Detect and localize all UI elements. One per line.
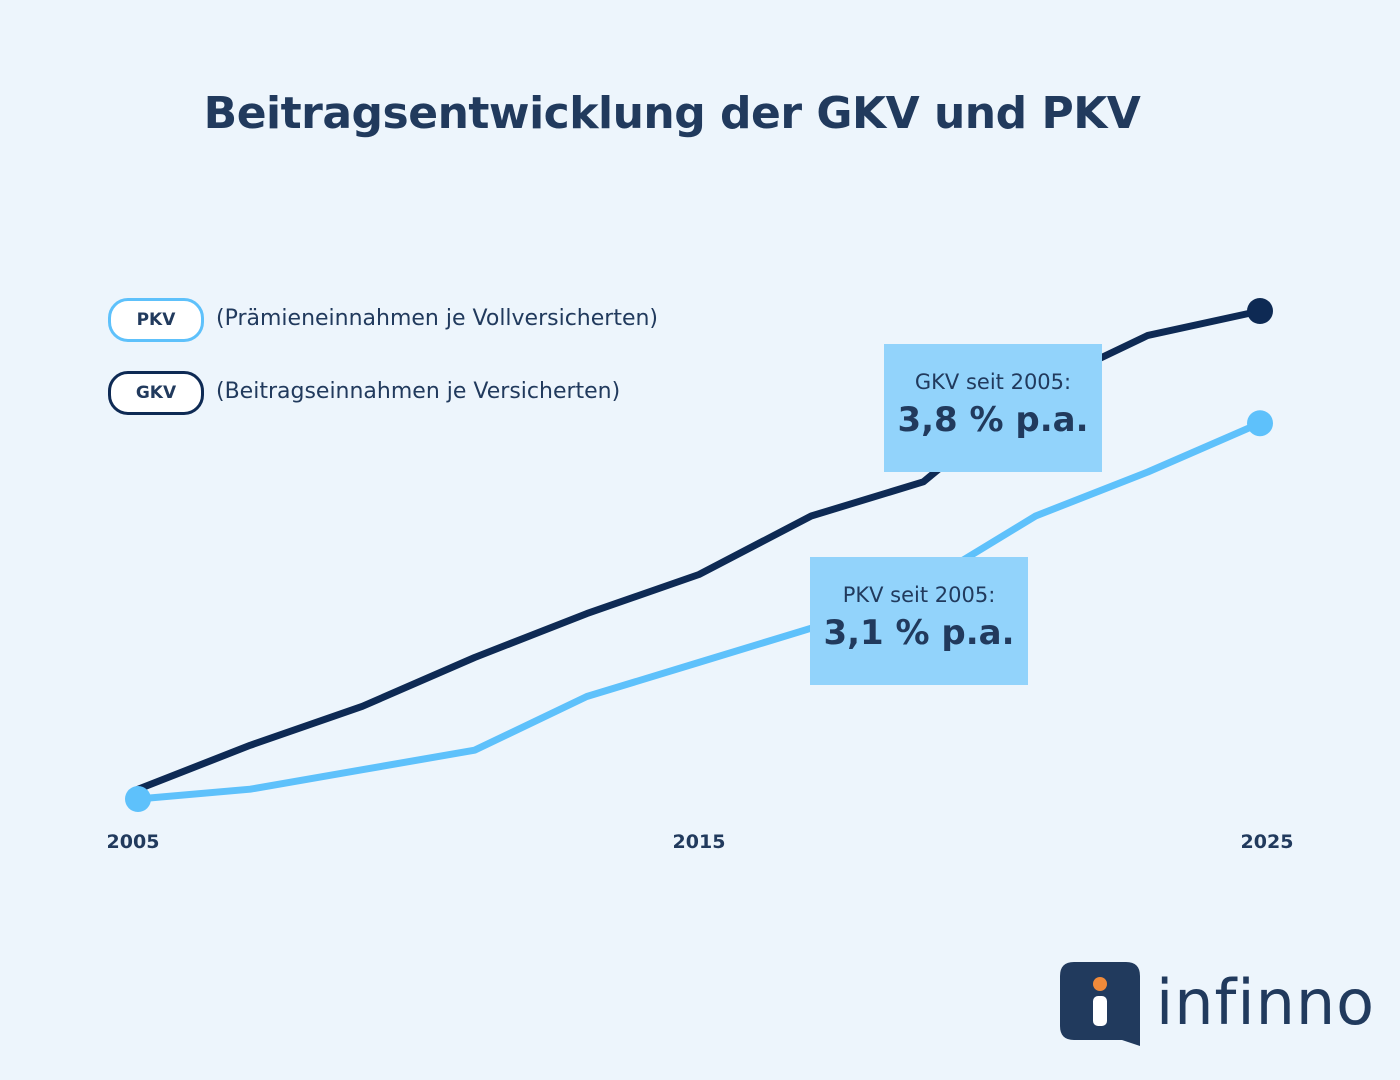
end-point-gkv: [1247, 298, 1273, 324]
end-point-pkv: [1247, 410, 1273, 437]
pkv-growth-callout: PKV seit 2005: 3,1 % p.a.: [810, 557, 1028, 685]
pkv-callout-value: 3,1 % p.a.: [823, 613, 1015, 653]
gkv-growth-callout: GKV seit 2005: 3,8 % p.a.: [884, 344, 1102, 472]
x-tick-label-2025: 2025: [1241, 831, 1294, 853]
pkv-callout-label: PKV seit 2005:: [842, 583, 996, 607]
series-line-pkv: [134, 419, 1264, 803]
legend-text-pkv: (Prämieneinnahmen je Vollversicherten): [216, 306, 659, 331]
infinno-wordmark: infinno: [1156, 966, 1376, 1039]
gkv-callout-label: GKV seit 2005:: [914, 370, 1072, 394]
x-tick-label-2005: 2005: [107, 831, 160, 853]
infinno-logo-icon: [1060, 962, 1140, 1046]
start-point-pkv: [125, 786, 151, 812]
x-tick-label-2015: 2015: [673, 831, 726, 853]
legend-text-gkv: (Beitragseinnahmen je Versicherten): [216, 379, 621, 404]
legend-pill-pkv: PKV: [108, 298, 204, 342]
gkv-callout-value: 3,8 % p.a.: [897, 400, 1089, 440]
legend-pill-gkv: GKV: [108, 371, 204, 415]
page-title: Beitragsentwicklung der GKV und PKV: [203, 88, 1141, 139]
infinno-logo: infinno: [1060, 962, 1380, 1046]
